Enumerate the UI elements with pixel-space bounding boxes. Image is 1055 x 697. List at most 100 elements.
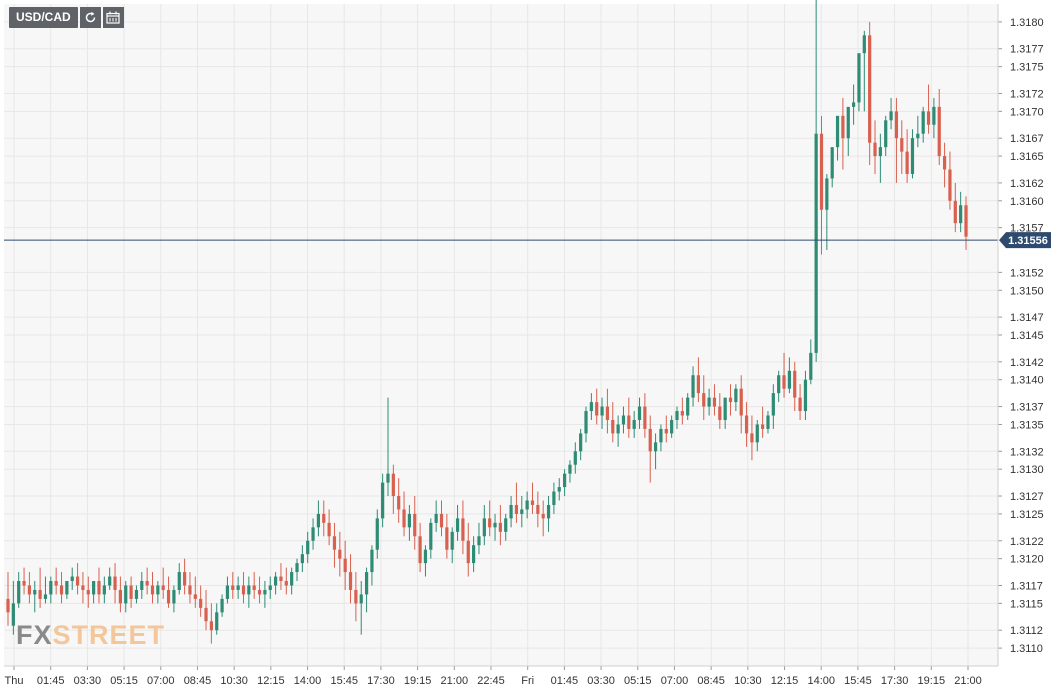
x-tick-label: 22:45 [477,675,505,687]
candle [841,97,845,170]
candle-body [273,576,278,586]
candle [391,464,395,514]
candle-body [953,200,957,224]
candle-body [172,589,176,604]
candle [161,567,165,599]
candle-body [381,482,385,519]
candle-body [777,375,781,394]
candle [209,603,213,644]
y-tick-label: 1.3137 [1010,402,1044,414]
candle [402,491,406,537]
candle-body [284,581,288,586]
y-tick-label: 1.3165 [1010,151,1044,163]
x-tick-label: 14:00 [294,675,322,687]
candle [263,581,267,608]
candle [766,411,770,434]
candle-body [423,549,428,564]
candle [140,572,144,599]
y-tick-label: 1.3115 [1010,598,1043,610]
x-tick-label: 10:30 [220,675,248,687]
refresh-icon [85,11,95,23]
refresh-button[interactable] [79,7,101,28]
symbol-selector[interactable]: USD/CAD [9,7,78,28]
candle [691,366,695,407]
candle-body [530,500,535,505]
candle-body [188,585,192,595]
candle [381,473,385,528]
candle [59,572,64,604]
candle-body [750,433,754,443]
candle-body [835,115,840,148]
candle [434,500,438,532]
candle [450,527,454,564]
candle-body [825,178,829,210]
logo-fx: FX [16,620,53,650]
candle-body [102,585,106,595]
candle [241,572,246,604]
candle [734,384,738,412]
candle-body [145,581,149,586]
candle [33,581,37,613]
candle-body [600,406,604,416]
candle [273,572,278,595]
candle-body [718,406,722,420]
candle [568,460,572,483]
candle-body [573,451,577,465]
candle-body [798,397,802,412]
candle-body [723,397,727,420]
candle-body [407,513,412,528]
candle [937,88,941,166]
candle [22,567,26,595]
candle-body [696,375,701,394]
candle-body [589,402,593,412]
candle-body [75,576,80,586]
candle [857,53,861,112]
candle [787,357,791,394]
candle-body [434,513,438,523]
candle-body [455,518,460,532]
candle [552,482,556,514]
candle-body [81,585,85,590]
x-tick-label: 01:45 [551,675,579,687]
y-tick-label: 1.3175 [1010,62,1044,74]
candle-body [124,585,128,604]
candle [316,500,321,537]
candle-body [830,147,834,179]
candle [894,97,899,183]
candle [429,518,433,559]
candle-body [670,419,674,434]
candle-body [900,138,904,152]
candle-body [868,35,872,143]
candle [926,84,931,134]
candle-body [247,585,251,595]
x-tick-label: 03:30 [587,675,615,687]
candle-body [493,522,497,528]
candle [75,563,80,595]
candle [386,397,390,497]
candle-body [862,35,866,54]
candle-body [937,106,941,157]
price-tag-shape [999,232,1051,249]
candle [247,576,251,608]
candle-body [611,419,615,434]
candle-body [54,581,58,586]
candle-body [166,589,171,604]
candle-body [472,545,476,564]
candle [193,576,197,608]
candle-body [675,411,679,420]
candle [113,563,117,604]
candle-body [637,406,642,420]
candle-body [664,428,668,434]
y-tick-label: 1.3147 [1010,312,1044,324]
candle-body [910,138,915,174]
candle [579,428,583,461]
calendar-button[interactable] [102,7,124,28]
candle-body [161,585,165,590]
candle-body [846,106,850,139]
candle [498,504,502,546]
candle [364,567,369,613]
candle [482,504,486,546]
y-tick-label: 1.3132 [1010,446,1044,458]
candle-body [643,406,647,429]
